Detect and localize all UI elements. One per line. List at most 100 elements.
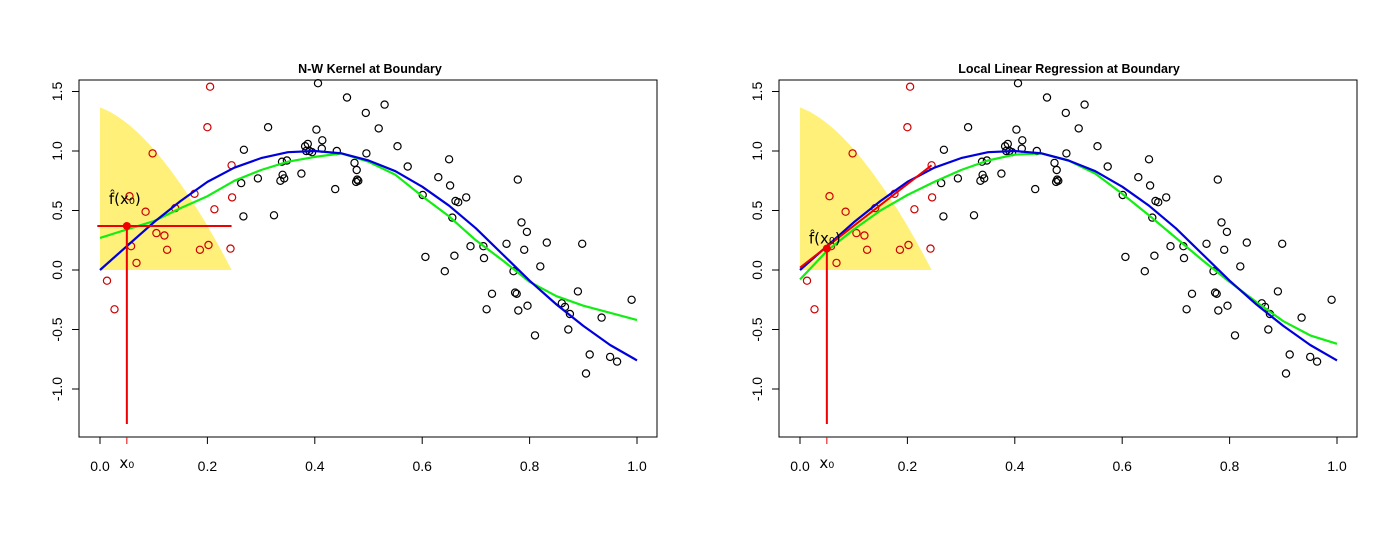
data-point	[963, 122, 973, 132]
data-point-in-window	[210, 205, 219, 214]
x-tick-label: 0.8	[520, 458, 540, 474]
data-point	[1074, 124, 1083, 133]
data-point	[510, 288, 520, 297]
data-point	[1202, 239, 1211, 248]
data-point	[997, 169, 1006, 178]
x-tick-label: 0.2	[198, 458, 218, 474]
data-point	[331, 184, 340, 194]
data-point-in-window	[852, 228, 861, 238]
data-point	[1052, 175, 1062, 184]
data-point-in-window	[848, 149, 857, 158]
data-point	[1182, 305, 1191, 314]
data-point	[502, 239, 511, 248]
data-point	[353, 175, 362, 184]
data-point	[1219, 245, 1229, 254]
data-point	[1305, 352, 1315, 362]
x-tick-label: 0.6	[1112, 458, 1132, 474]
data-point-in-window	[832, 258, 841, 268]
y-tick-label: -0.5	[49, 317, 65, 341]
data-point	[1214, 306, 1223, 315]
x-tick-label: 0.8	[1220, 458, 1240, 474]
data-point-in-window	[905, 82, 915, 91]
x-tick-label: 0.0	[790, 458, 810, 474]
y-tick-label: 1.5	[49, 82, 65, 102]
data-point-in-window	[802, 276, 812, 285]
data-point	[487, 289, 497, 298]
data-point	[253, 174, 263, 183]
data-point-in-window	[860, 231, 869, 240]
data-point	[517, 218, 526, 227]
data-point	[523, 301, 532, 310]
data-point	[466, 241, 475, 251]
data-point-in-window	[841, 207, 850, 216]
data-point	[1012, 125, 1021, 134]
target-label: x₀	[819, 454, 834, 472]
data-point-in-window	[895, 245, 905, 254]
data-point	[520, 245, 529, 254]
data-point	[300, 141, 310, 151]
fit-label: f̂(x₀)	[809, 229, 841, 248]
data-point	[980, 174, 989, 183]
data-point-in-window	[148, 149, 157, 158]
data-point	[1212, 289, 1221, 298]
data-point	[1223, 301, 1232, 310]
data-point	[352, 165, 361, 175]
data-point-in-window	[862, 245, 872, 254]
data-point	[1134, 172, 1143, 182]
data-point	[1150, 251, 1159, 260]
x-tick-label: 1.0	[1327, 458, 1347, 474]
data-point	[1285, 350, 1294, 359]
data-point	[1145, 181, 1155, 190]
target-label: x₀	[119, 454, 134, 472]
data-point	[1264, 325, 1273, 334]
data-point	[597, 313, 606, 322]
data-point	[318, 136, 327, 145]
data-point	[312, 125, 321, 134]
fit-label: f̂(x₀)	[109, 189, 141, 208]
true-function-line	[99, 149, 638, 362]
data-point	[522, 227, 532, 237]
data-point	[1213, 175, 1223, 184]
y-tick-label: 0.5	[49, 201, 65, 221]
data-point	[1118, 190, 1127, 200]
data-point	[1166, 241, 1175, 251]
data-point	[448, 213, 457, 222]
data-point	[605, 352, 615, 362]
data-point	[542, 238, 552, 247]
data-point-in-window	[102, 276, 112, 285]
data-point	[440, 267, 449, 276]
data-point	[939, 212, 948, 221]
data-point-in-window	[110, 305, 119, 314]
data-point	[578, 239, 587, 248]
data-point-in-window	[125, 191, 134, 201]
data-point-in-window	[132, 258, 141, 268]
data-point	[1312, 357, 1322, 366]
local-fit-line	[799, 164, 933, 269]
data-point-in-window	[195, 245, 205, 254]
data-point	[361, 108, 370, 118]
data-point	[445, 181, 455, 190]
data-point	[239, 212, 248, 221]
x-tick-label: 0.4	[305, 458, 325, 474]
data-point-in-window	[226, 244, 235, 253]
true-function-line	[799, 149, 1338, 362]
data-point	[1217, 218, 1226, 227]
data-point-in-window	[227, 193, 237, 202]
data-point	[1000, 141, 1010, 151]
data-point-in-window	[203, 122, 212, 132]
data-point	[1030, 184, 1040, 194]
data-point	[380, 100, 389, 109]
data-point	[514, 306, 523, 315]
data-point	[482, 305, 491, 314]
data-point	[512, 289, 521, 298]
data-point	[585, 350, 594, 359]
data-point	[1042, 93, 1052, 102]
data-point	[1050, 158, 1059, 168]
data-point	[573, 287, 583, 296]
data-point	[1140, 267, 1150, 276]
data-point	[1187, 289, 1197, 298]
data-point	[581, 369, 591, 378]
data-point	[403, 162, 412, 171]
data-point	[565, 309, 575, 319]
